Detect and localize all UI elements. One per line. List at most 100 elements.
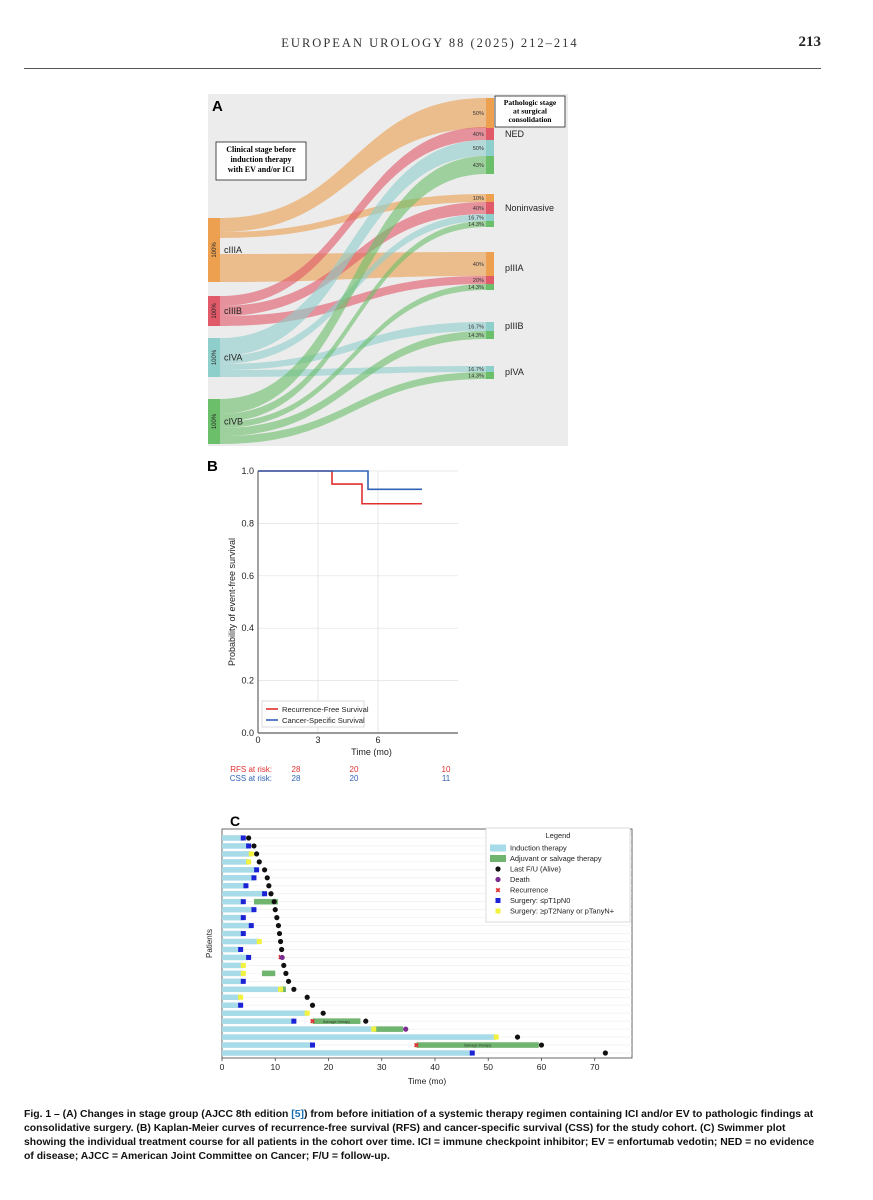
surgery-marker [493, 1034, 499, 1040]
legend-swatch [495, 866, 501, 872]
adjuvant-bar [312, 1018, 361, 1024]
x-tick-label: 40 [430, 1062, 440, 1072]
legend-swatch: ✖ [495, 886, 501, 894]
right-node-segment [486, 276, 494, 284]
last-followup-dot [538, 1042, 545, 1048]
panel-c-label: C [230, 813, 240, 829]
right-node-segment [486, 322, 494, 331]
left-stage-box [215, 141, 307, 181]
caption-reference-link[interactable]: [5] [291, 1109, 304, 1120]
at-risk-value: 20 [350, 774, 359, 783]
at-risk-label: CSS at risk: [230, 774, 272, 783]
left-node-cIVA [208, 338, 220, 377]
induction-bar [222, 875, 254, 881]
x-tick-label: 70 [590, 1062, 600, 1072]
right-node-segment [486, 252, 494, 276]
sankey-flow-cIIIA [220, 252, 486, 282]
surgery-marker [240, 931, 246, 937]
surgery-marker [240, 978, 246, 984]
panel-c-swimmer: C 0 10 20 30 40 50 60 70 Time (mo) Patients ✖ Salva… [205, 813, 633, 1086]
at-risk-value: 28 [292, 774, 301, 783]
last-followup-dot [251, 843, 257, 849]
induction-bar [222, 1010, 308, 1016]
left-stage-caption: Clinical stage before induction therapy wi… [226, 145, 296, 174]
panel-b-km: B 0.0 0.2 0.4 0.6 0.8 1.0 0 3 6 Time (mo) Probabil… [207, 458, 458, 783]
right-stage-box [494, 95, 566, 128]
surgery-marker [246, 859, 252, 865]
right-node-pct: 20% [473, 278, 484, 284]
surgery-marker [371, 1026, 377, 1032]
x-tick-label: 50 [483, 1062, 493, 1072]
caption-line: with EV and/or ICI [228, 165, 295, 174]
right-node-pct: 40% [473, 132, 484, 138]
caption-line: Clinical stage before [226, 145, 296, 154]
at-risk-value: 28 [292, 765, 301, 774]
right-node-segment [486, 331, 494, 339]
km-line-cancer-specific-survival [258, 470, 422, 491]
y-axis-title: Probability of event-free survival [227, 538, 237, 666]
induction-bar [222, 906, 254, 913]
last-followup-dot [274, 915, 280, 921]
legend-title: Legend [546, 831, 571, 840]
induction-bar [222, 1002, 241, 1009]
surgery-marker [240, 899, 246, 905]
induction-bar [222, 882, 246, 889]
death-dot [403, 1026, 409, 1032]
right-node-pct: 40% [473, 206, 484, 212]
x-tick-label: 6 [375, 735, 380, 745]
surgery-marker [243, 883, 249, 889]
y-axis-title: Patients [205, 929, 214, 958]
surgery-marker [246, 954, 252, 960]
recurrence-marker: ✖ [310, 1017, 316, 1025]
last-followup-dot [283, 970, 289, 976]
right-stage-caption: Pathologic stage at surgical consolidation [504, 98, 557, 124]
figure-caption: Fig. 1 – (A) Changes in stage group (AJC… [24, 1108, 824, 1164]
adjuvant-bar-label: Salvage therapy [464, 1044, 492, 1048]
sankey-flow-cIIIB [220, 202, 486, 316]
sankey-flow-cIVB [220, 284, 486, 428]
last-followup-dot [271, 899, 277, 905]
induction-bar [222, 1018, 294, 1024]
y-tick-label: 0.6 [241, 571, 254, 581]
induction-bar [222, 986, 281, 993]
y-tick-label: 0.4 [241, 623, 254, 633]
at-risk-value: 11 [442, 774, 451, 783]
last-followup-dot [275, 922, 282, 929]
x-axis-title: Time (mo) [351, 747, 392, 757]
right-node-pct: 14.3% [468, 333, 484, 339]
right-node-segment [486, 214, 494, 221]
legend-label: Recurrence-Free Survival [282, 705, 369, 714]
x-tick-label: 10 [271, 1062, 281, 1072]
right-node-pct: 50% [473, 146, 484, 152]
right-node-pct: 14.3% [468, 374, 484, 380]
induction-bar [222, 1042, 313, 1048]
right-node-label-pIVA: pIVA [505, 367, 524, 377]
sankey-flow-cIIIB [220, 276, 486, 326]
surgery-marker [248, 923, 254, 929]
surgery-marker [262, 891, 268, 897]
km-line-recurrence-free-survival [258, 470, 422, 505]
adjuvant-bar [373, 1026, 404, 1032]
surgery-marker [240, 962, 246, 968]
y-tick-label: 0.0 [241, 728, 254, 738]
induction-bar [222, 1034, 497, 1040]
right-node-pct: 14.3% [468, 222, 484, 228]
induction-bar [222, 954, 249, 961]
legend-label: Recurrence [510, 886, 548, 895]
adjuvant-bar [280, 986, 286, 993]
last-followup-dot [272, 907, 278, 913]
induction-bar [222, 970, 244, 977]
last-followup-dot [246, 835, 252, 841]
last-followup-dot [276, 930, 283, 937]
induction-bar [222, 946, 241, 953]
induction-bar [222, 962, 244, 969]
panel-a-label: A [212, 98, 223, 115]
right-node-segment [486, 202, 494, 214]
left-node-pct: 100% [212, 413, 218, 429]
surgery-marker [469, 1050, 475, 1056]
left-node-label: cIVA [224, 353, 242, 363]
right-node-segment [486, 221, 494, 227]
left-node-pct: 100% [212, 242, 218, 258]
y-tick-label: 0.8 [241, 518, 254, 528]
induction-bar [222, 922, 252, 929]
